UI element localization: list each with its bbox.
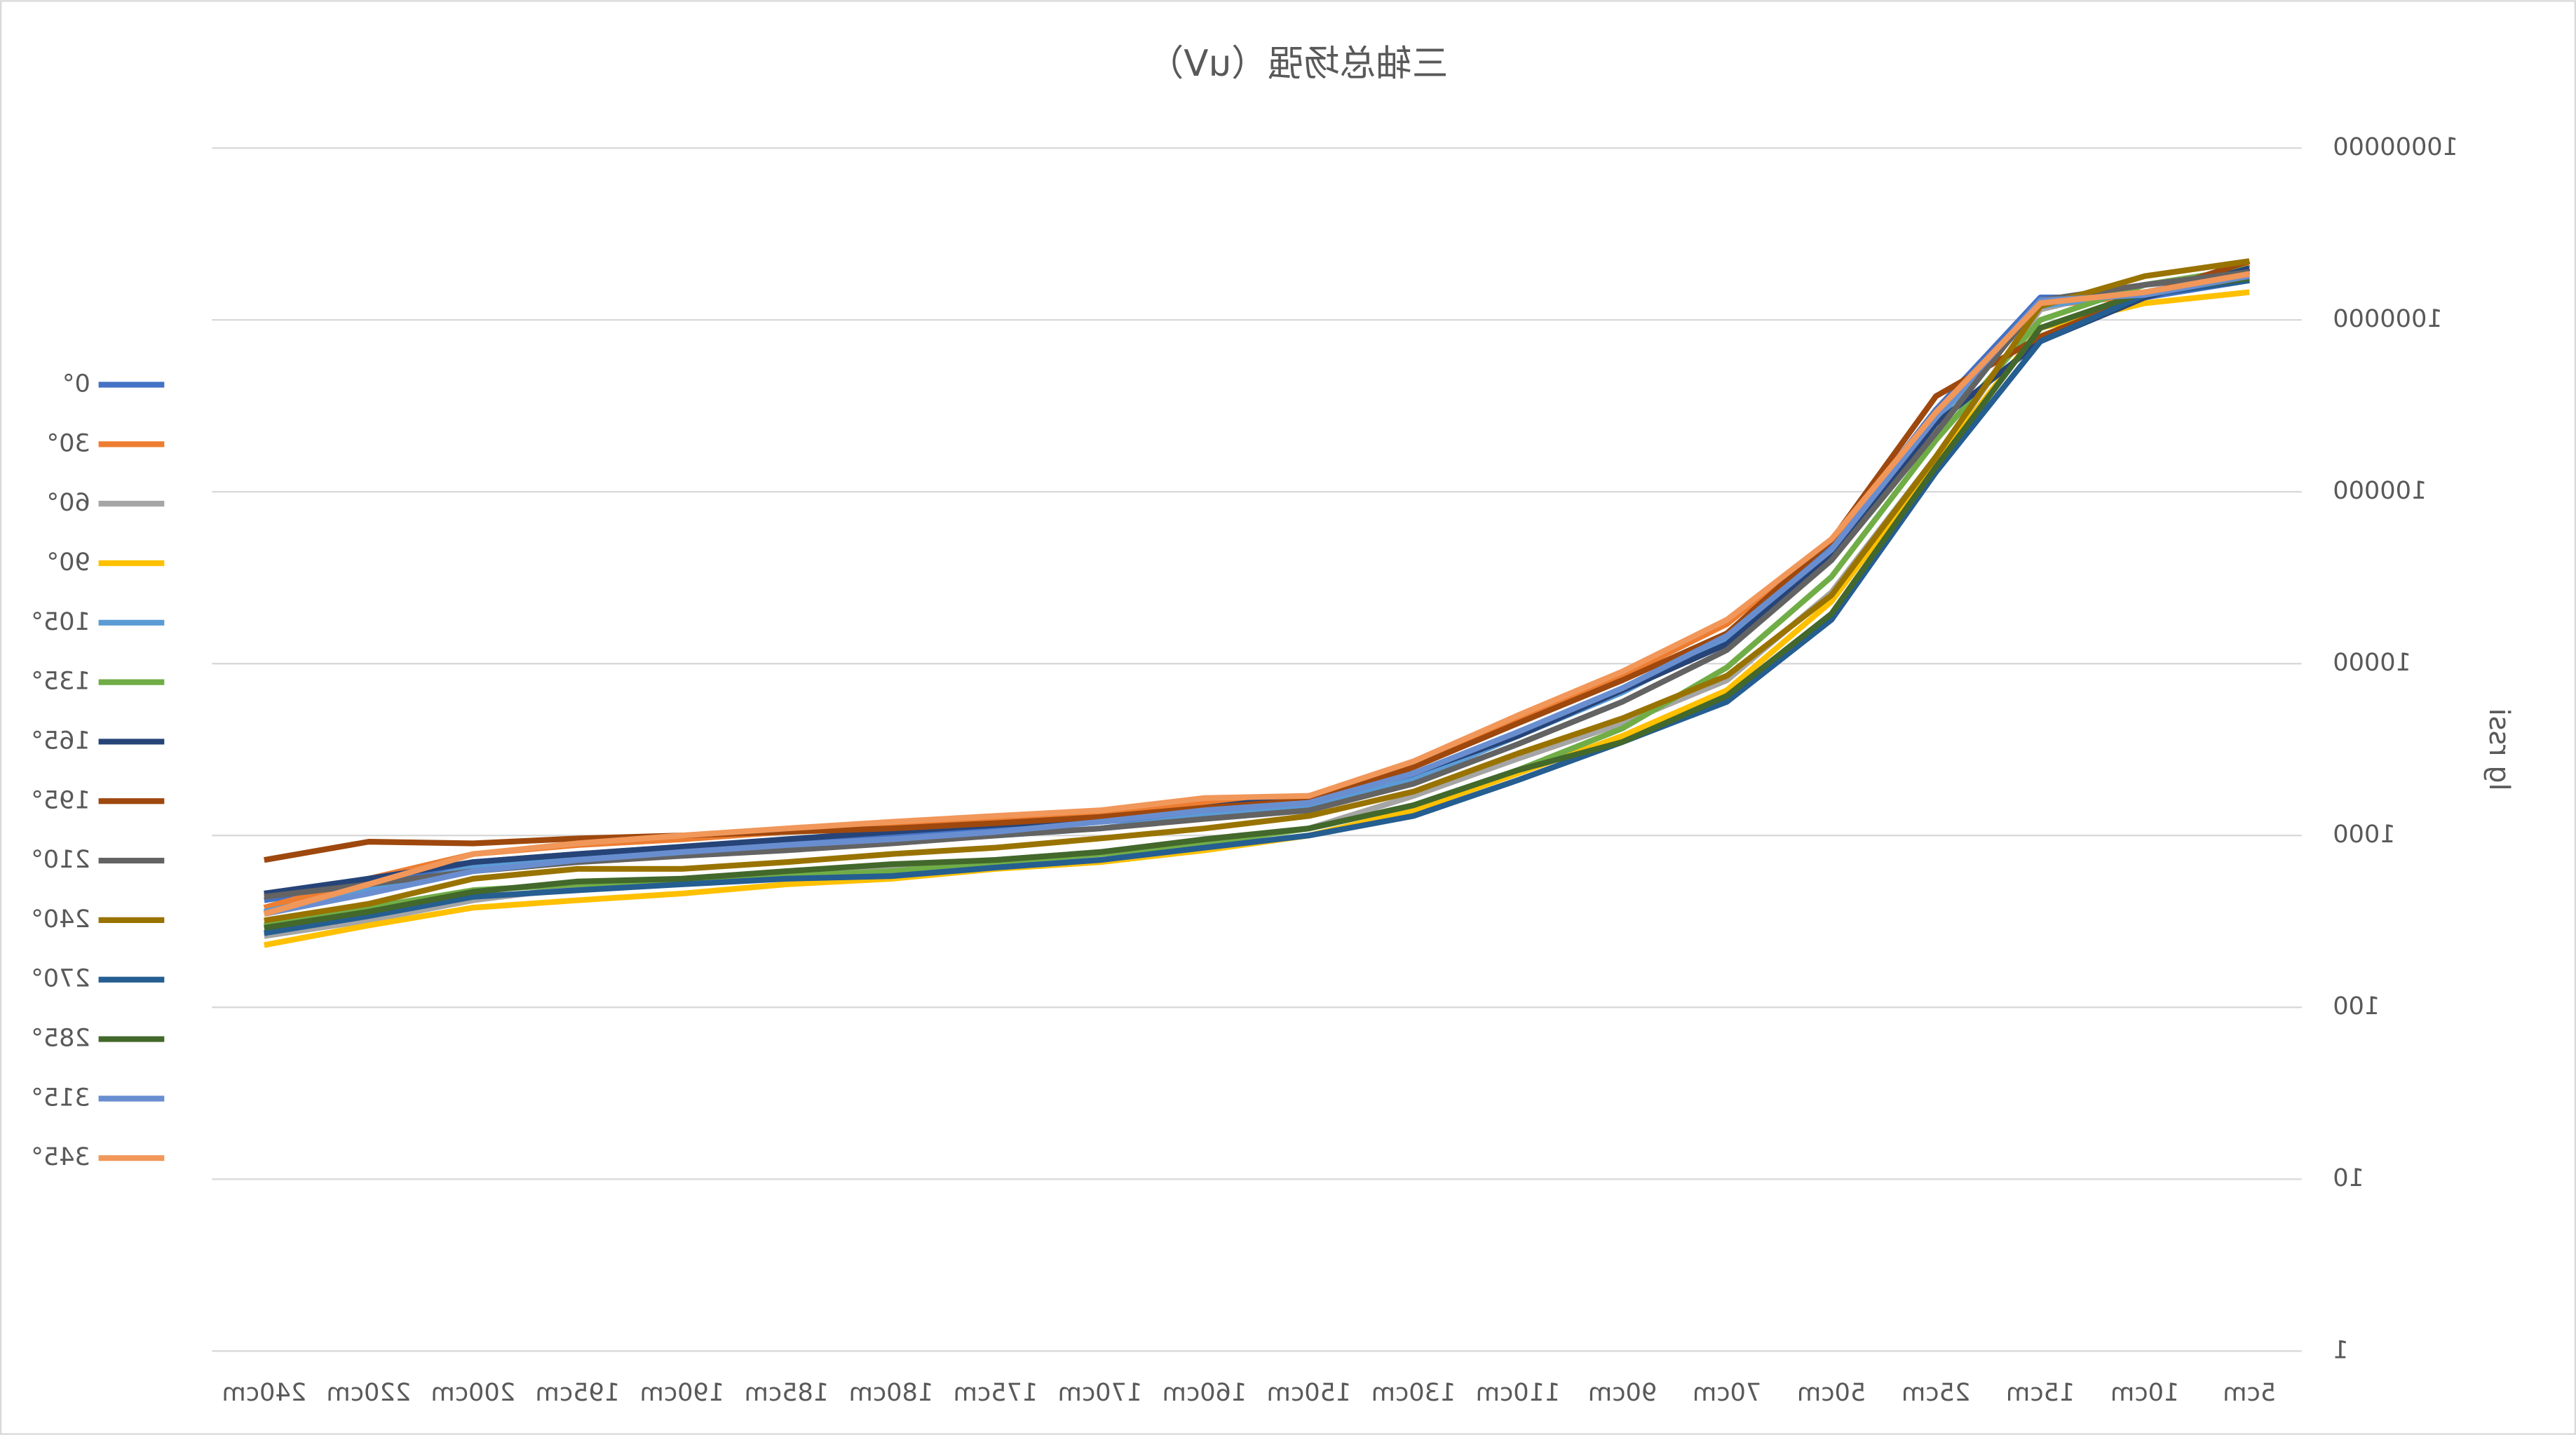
x-tick-label: 90cm <box>1588 1378 1657 1407</box>
y-tick-label: 1000 <box>2333 820 2395 849</box>
legend-label: 60° <box>47 488 90 517</box>
series-line <box>263 273 2250 917</box>
y-tick-label: 10 <box>2333 1164 2364 1192</box>
legend-label: 135° <box>31 667 90 696</box>
x-tick-label: 15cm <box>2006 1378 2075 1407</box>
x-tick-label: 70cm <box>1693 1378 1761 1407</box>
y-axis-title: lg rssi <box>2483 708 2515 791</box>
legend-label: 30° <box>47 429 90 457</box>
y-tick-label: 1 <box>2333 1335 2348 1364</box>
x-tick-label: 190cm <box>640 1378 725 1407</box>
x-tick-label: 150cm <box>1267 1378 1352 1407</box>
x-tick-label: 195cm <box>536 1378 621 1407</box>
chart-title: 三轴总场强（uV） <box>1148 43 1449 85</box>
x-tick-label: 180cm <box>849 1378 934 1407</box>
y-tick-label: 10000000 <box>2333 133 2458 161</box>
legend-label: 210° <box>31 845 90 874</box>
y-tick-label: 100 <box>2333 992 2380 1020</box>
series-line <box>264 258 2250 924</box>
x-tick-label: 170cm <box>1058 1378 1143 1407</box>
x-tick-label: 130cm <box>1371 1378 1456 1407</box>
legend-label: 195° <box>31 786 90 814</box>
legend-label: 105° <box>31 607 90 636</box>
legend-label: 315° <box>31 1083 90 1112</box>
series-line <box>264 275 2250 931</box>
x-tick-label: 200cm <box>431 1378 516 1407</box>
x-tick-label: 220cm <box>327 1378 412 1407</box>
y-tick-label: 10000 <box>2333 648 2411 677</box>
x-tick-label: 5cm <box>2223 1378 2276 1407</box>
legend-label: 240° <box>31 905 90 934</box>
x-tick-label: 175cm <box>954 1378 1038 1407</box>
x-tick-label: 25cm <box>1902 1378 1970 1407</box>
x-tick-label: 240cm <box>222 1378 306 1407</box>
x-tick-label: 185cm <box>745 1378 829 1407</box>
legend-label: 345° <box>31 1143 90 1171</box>
x-tick-label: 50cm <box>1797 1378 1866 1407</box>
y-tick-label: 1000000 <box>2333 304 2442 333</box>
series-line <box>264 277 2250 936</box>
legend-label: 90° <box>47 548 90 577</box>
legend-label: 165° <box>31 726 90 755</box>
x-tick-label: 10cm <box>2110 1378 2179 1407</box>
y-tick-label: 100000 <box>2333 476 2427 505</box>
legend-label: 285° <box>31 1024 90 1053</box>
legend-label: 0° <box>62 370 90 398</box>
legend-label: 270° <box>31 964 90 993</box>
series-line <box>263 271 2250 917</box>
x-tick-label: 110cm <box>1476 1378 1561 1407</box>
x-tick-label: 160cm <box>1162 1378 1247 1407</box>
